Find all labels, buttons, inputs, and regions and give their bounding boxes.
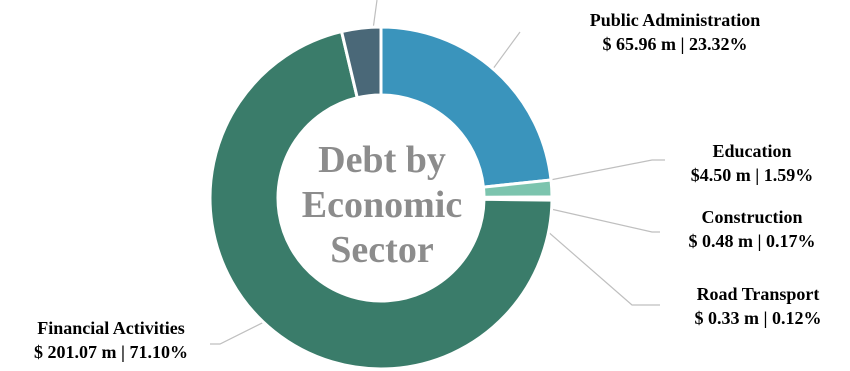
slice-public-administration bbox=[379, 25, 553, 189]
label-public-administration: Public Administration $ 65.96 m | 23.32% bbox=[552, 8, 798, 56]
label-name: Road Transport bbox=[696, 284, 820, 304]
label-value: $ 65.96 m | 23.32% bbox=[602, 34, 748, 54]
leader-line bbox=[514, 202, 660, 306]
leader-line bbox=[519, 201, 660, 233]
label-education: Education $4.50 m | 1.59% bbox=[672, 139, 832, 187]
label-road-transport: Road Transport $ 0.33 m | 0.12% bbox=[668, 282, 848, 330]
chart-title-line-3: Sector bbox=[330, 229, 434, 271]
label-name: Public Administration bbox=[589, 10, 761, 30]
label-financial-activities: Financial Activities $ 201.07 m | 71.10% bbox=[6, 316, 216, 364]
label-value: $ 0.33 m | 0.12% bbox=[694, 308, 822, 328]
slice-financial-activities bbox=[208, 29, 554, 371]
donut-slices bbox=[208, 25, 554, 371]
label-name: Education bbox=[712, 141, 792, 161]
label-value: $ 0.48 m | 0.17% bbox=[688, 231, 816, 251]
label-value: $ 201.07 m | 71.10% bbox=[34, 342, 188, 362]
leader-line bbox=[539, 159, 665, 183]
label-name: Construction bbox=[701, 207, 803, 227]
label-name: Financial Activities bbox=[37, 318, 185, 338]
slice-unlabeled bbox=[339, 25, 383, 100]
label-construction: Construction $ 0.48 m | 0.17% bbox=[662, 205, 842, 253]
label-value: $4.50 m | 1.59% bbox=[690, 165, 814, 185]
chart-title-line-2: Economic bbox=[302, 184, 462, 226]
chart-title-line-1: Debt by bbox=[318, 139, 446, 181]
